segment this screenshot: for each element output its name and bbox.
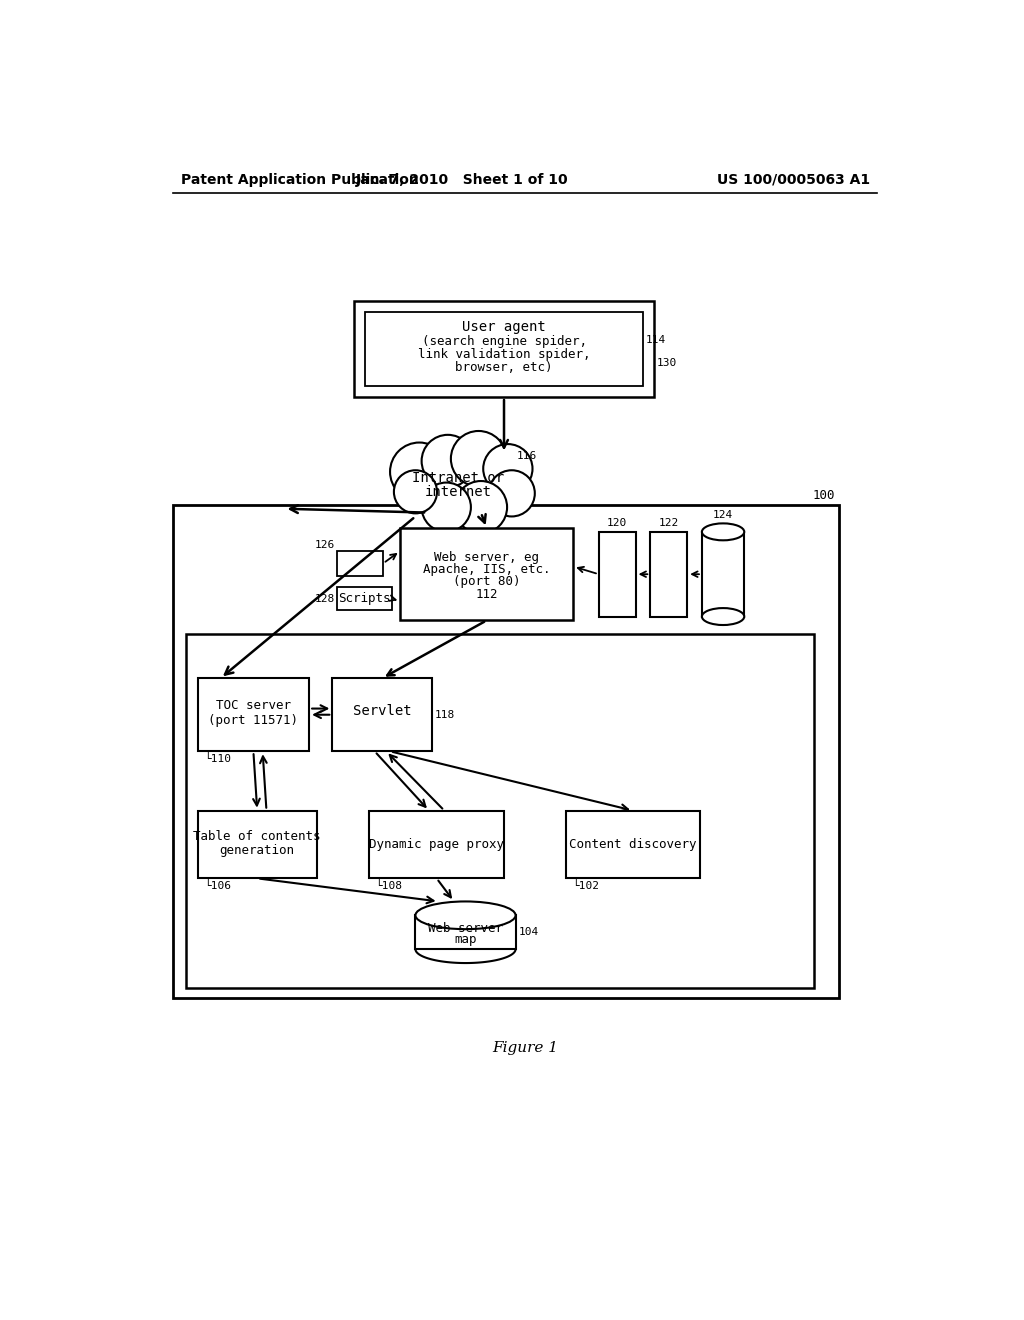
Bar bbox=[565, 810, 700, 878]
Text: 116: 116 bbox=[517, 451, 538, 462]
Text: Content discovery: Content discovery bbox=[569, 838, 696, 851]
Text: internet: internet bbox=[424, 484, 492, 499]
Bar bbox=[599, 532, 636, 616]
Text: 104: 104 bbox=[518, 927, 539, 937]
Text: 112: 112 bbox=[475, 587, 498, 601]
Bar bbox=[416, 915, 515, 949]
Circle shape bbox=[483, 444, 532, 494]
Bar bbox=[400, 528, 573, 620]
Text: Servlet: Servlet bbox=[353, 704, 412, 718]
Bar bbox=[354, 301, 654, 397]
Text: Scripts: Scripts bbox=[338, 593, 391, 606]
Text: (search engine spider,: (search engine spider, bbox=[422, 335, 587, 347]
Bar bbox=[198, 678, 309, 751]
Circle shape bbox=[422, 434, 474, 487]
Text: 118: 118 bbox=[435, 710, 455, 719]
Text: (port 80): (port 80) bbox=[453, 576, 520, 589]
Text: └102: └102 bbox=[571, 880, 599, 891]
Bar bbox=[370, 810, 504, 878]
Text: 100: 100 bbox=[813, 488, 836, 502]
Text: 124: 124 bbox=[713, 510, 733, 520]
Ellipse shape bbox=[701, 609, 744, 626]
Text: link validation spider,: link validation spider, bbox=[418, 348, 590, 360]
Bar bbox=[198, 810, 316, 878]
Text: Table of contents: Table of contents bbox=[194, 830, 321, 843]
Circle shape bbox=[451, 430, 506, 487]
Text: └108: └108 bbox=[376, 880, 402, 891]
Text: generation: generation bbox=[220, 843, 295, 857]
Text: Web server: Web server bbox=[428, 921, 503, 935]
Text: └110: └110 bbox=[204, 754, 230, 764]
Text: (port 11571): (port 11571) bbox=[208, 714, 298, 727]
Text: 114: 114 bbox=[646, 335, 666, 345]
Text: Intranet or: Intranet or bbox=[412, 471, 504, 484]
Circle shape bbox=[422, 483, 471, 532]
Text: Dynamic page proxy: Dynamic page proxy bbox=[369, 838, 504, 851]
Text: 122: 122 bbox=[658, 517, 679, 528]
Text: Web server, eg: Web server, eg bbox=[434, 550, 540, 564]
Text: TOC server: TOC server bbox=[216, 700, 291, 711]
Text: US 100/0005063 A1: US 100/0005063 A1 bbox=[717, 173, 869, 187]
Text: Patent Application Publication: Patent Application Publication bbox=[180, 173, 419, 187]
Bar bbox=[701, 532, 744, 616]
Text: Jan. 7, 2010   Sheet 1 of 10: Jan. 7, 2010 Sheet 1 of 10 bbox=[355, 173, 568, 187]
Bar bbox=[650, 532, 687, 616]
Circle shape bbox=[455, 480, 507, 533]
Text: browser, etc): browser, etc) bbox=[456, 360, 553, 374]
Circle shape bbox=[394, 470, 437, 513]
Text: Figure 1: Figure 1 bbox=[492, 1040, 558, 1055]
Bar bbox=[173, 506, 839, 998]
Bar bbox=[337, 587, 392, 610]
Text: 128: 128 bbox=[314, 594, 335, 603]
Bar bbox=[337, 552, 383, 576]
Text: 130: 130 bbox=[656, 358, 677, 368]
Bar bbox=[186, 635, 813, 989]
Text: Apache, IIS, etc.: Apache, IIS, etc. bbox=[423, 564, 551, 576]
Text: User agent: User agent bbox=[462, 321, 546, 334]
Bar bbox=[365, 312, 643, 387]
Circle shape bbox=[488, 470, 535, 516]
Text: 126: 126 bbox=[314, 540, 335, 549]
Text: map: map bbox=[455, 933, 477, 946]
Ellipse shape bbox=[416, 902, 515, 929]
Ellipse shape bbox=[701, 524, 744, 540]
Text: 120: 120 bbox=[607, 517, 628, 528]
Bar bbox=[333, 678, 432, 751]
Circle shape bbox=[390, 442, 449, 502]
Text: └106: └106 bbox=[204, 880, 230, 891]
